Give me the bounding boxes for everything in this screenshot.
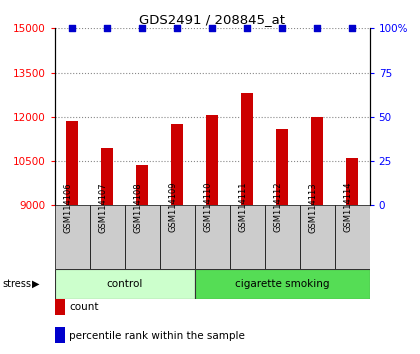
Point xyxy=(279,25,286,31)
Bar xyxy=(194,205,230,269)
Bar xyxy=(230,205,265,269)
Text: GSM114106: GSM114106 xyxy=(63,182,72,233)
Bar xyxy=(335,205,370,269)
Bar xyxy=(55,205,89,269)
Bar xyxy=(194,269,370,299)
Bar xyxy=(206,115,218,205)
Bar xyxy=(299,205,335,269)
Bar xyxy=(265,205,299,269)
Text: GSM114112: GSM114112 xyxy=(273,182,282,233)
Bar xyxy=(311,117,323,205)
Point xyxy=(209,25,215,31)
Point xyxy=(314,25,320,31)
Text: GSM114114: GSM114114 xyxy=(343,182,352,233)
Point xyxy=(139,25,145,31)
Bar xyxy=(346,158,358,205)
Text: GSM114109: GSM114109 xyxy=(168,182,177,233)
Point xyxy=(349,25,355,31)
Point xyxy=(244,25,250,31)
Text: GSM114107: GSM114107 xyxy=(98,182,107,233)
Bar xyxy=(125,205,160,269)
Text: control: control xyxy=(106,279,143,289)
Point xyxy=(174,25,181,31)
Title: GDS2491 / 208845_at: GDS2491 / 208845_at xyxy=(139,13,285,26)
Bar xyxy=(66,121,78,205)
Text: stress: stress xyxy=(2,279,31,289)
Bar xyxy=(241,93,253,205)
Point xyxy=(69,25,76,31)
Bar xyxy=(276,129,288,205)
Text: count: count xyxy=(69,302,99,312)
Text: cigarette smoking: cigarette smoking xyxy=(235,279,329,289)
Text: GSM114111: GSM114111 xyxy=(238,182,247,233)
Text: ▶: ▶ xyxy=(32,279,39,289)
Text: GSM114108: GSM114108 xyxy=(133,182,142,233)
Text: GSM114113: GSM114113 xyxy=(308,182,317,233)
Bar xyxy=(171,124,183,205)
Text: percentile rank within the sample: percentile rank within the sample xyxy=(69,331,245,341)
Bar xyxy=(101,148,113,205)
Bar xyxy=(136,166,148,205)
Bar xyxy=(160,205,194,269)
Bar xyxy=(55,269,194,299)
Bar xyxy=(89,205,125,269)
Text: GSM114110: GSM114110 xyxy=(203,182,212,233)
Point xyxy=(104,25,110,31)
